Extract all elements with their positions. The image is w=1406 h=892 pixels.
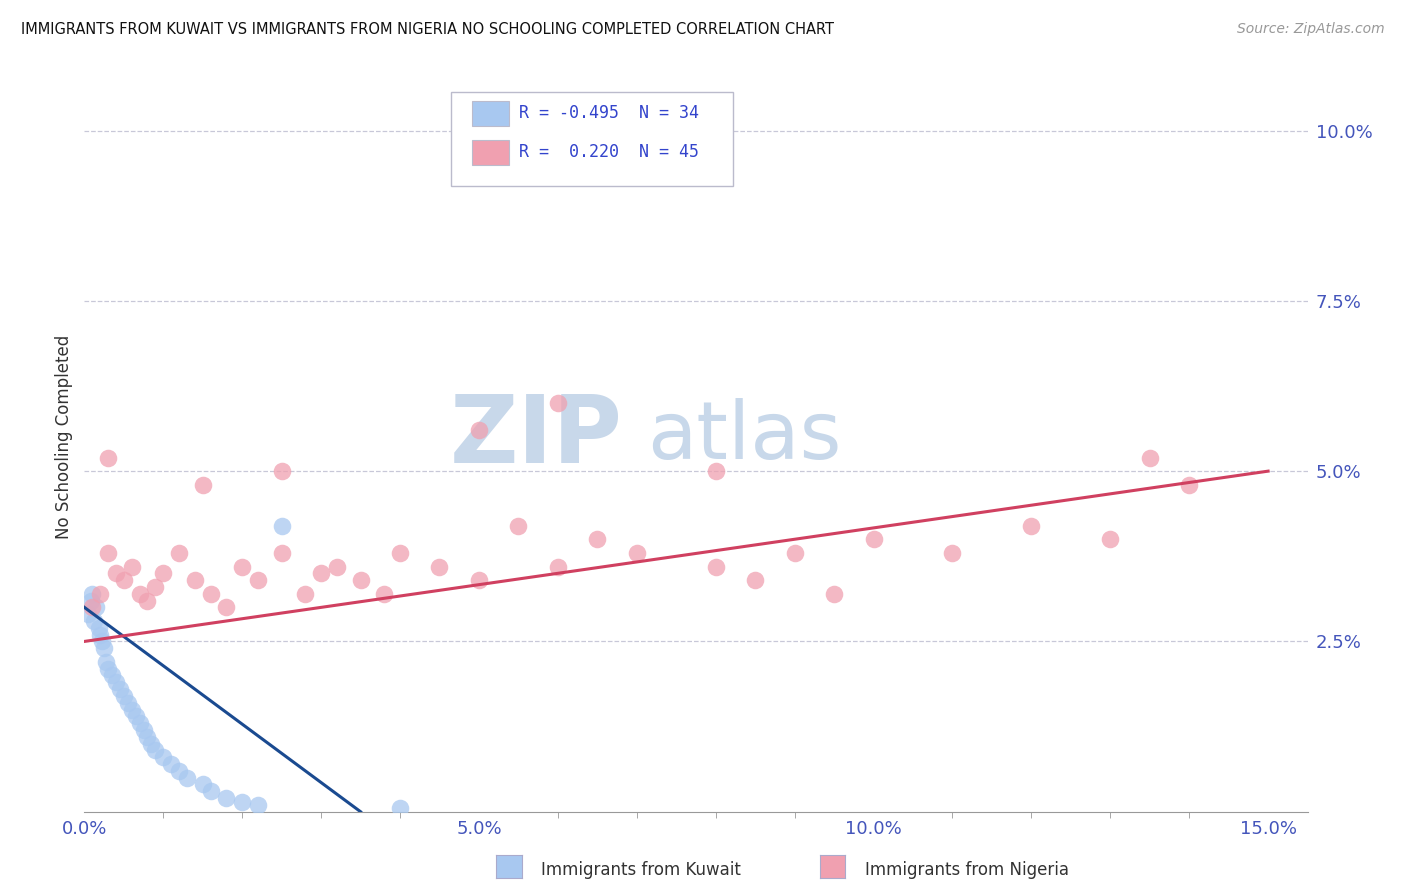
Point	[112, 689, 135, 703]
Point	[823, 587, 845, 601]
Point	[294, 587, 316, 601]
Point	[270, 546, 292, 560]
Point	[200, 784, 222, 798]
Point	[191, 477, 214, 491]
Point	[626, 546, 648, 560]
Point	[145, 743, 167, 757]
Point	[862, 533, 884, 547]
Point	[167, 764, 190, 778]
Point	[231, 559, 253, 574]
Point	[1178, 477, 1201, 491]
Point	[704, 464, 727, 478]
Point	[200, 587, 222, 601]
Text: R =  0.220  N = 45: R = 0.220 N = 45	[519, 144, 699, 161]
Point	[141, 737, 163, 751]
Point	[97, 662, 120, 676]
Point	[101, 668, 124, 682]
Point	[389, 546, 412, 560]
FancyBboxPatch shape	[451, 93, 733, 186]
Point	[117, 696, 139, 710]
Point	[1139, 450, 1161, 465]
Point	[145, 580, 167, 594]
Point	[89, 627, 111, 641]
Bar	[472, 140, 509, 165]
Text: IMMIGRANTS FROM KUWAIT VS IMMIGRANTS FROM NIGERIA NO SCHOOLING COMPLETED CORRELA: IMMIGRANTS FROM KUWAIT VS IMMIGRANTS FRO…	[21, 22, 834, 37]
Point	[744, 573, 766, 587]
Text: R = -0.495  N = 34: R = -0.495 N = 34	[519, 104, 699, 122]
Point	[1021, 518, 1043, 533]
Text: Immigrants from Nigeria: Immigrants from Nigeria	[865, 861, 1069, 879]
Point	[586, 533, 609, 547]
Text: ZIP: ZIP	[450, 391, 623, 483]
Point	[1099, 533, 1122, 547]
Point	[783, 546, 806, 560]
Point	[547, 396, 569, 410]
Point	[246, 573, 269, 587]
Point	[84, 600, 107, 615]
Point	[77, 607, 100, 622]
Point	[128, 587, 150, 601]
Point	[349, 573, 371, 587]
Point	[108, 682, 131, 697]
Point	[82, 600, 104, 615]
Point	[93, 641, 115, 656]
Point	[104, 675, 127, 690]
Point	[136, 730, 159, 744]
Point	[184, 573, 207, 587]
Point	[87, 621, 110, 635]
Point	[152, 566, 174, 581]
Point	[389, 801, 412, 815]
Point	[508, 518, 530, 533]
Point	[429, 559, 451, 574]
Point	[121, 559, 143, 574]
Point	[215, 791, 238, 805]
Point	[160, 757, 183, 772]
Point	[96, 655, 118, 669]
Point	[90, 634, 112, 648]
Text: Source: ZipAtlas.com: Source: ZipAtlas.com	[1237, 22, 1385, 37]
Text: Immigrants from Kuwait: Immigrants from Kuwait	[541, 861, 741, 879]
Point	[270, 518, 292, 533]
Point	[97, 450, 120, 465]
Point	[82, 587, 104, 601]
Point	[79, 593, 101, 607]
Point	[326, 559, 349, 574]
Point	[89, 587, 111, 601]
Point	[136, 593, 159, 607]
Point	[112, 573, 135, 587]
Point	[176, 771, 198, 785]
Point	[83, 614, 105, 628]
Point	[128, 716, 150, 731]
Point	[191, 777, 214, 791]
Point	[270, 464, 292, 478]
Bar	[472, 101, 509, 126]
Point	[104, 566, 127, 581]
Point	[97, 546, 120, 560]
Point	[132, 723, 155, 737]
Point	[309, 566, 332, 581]
Point	[246, 797, 269, 812]
Point	[547, 559, 569, 574]
Y-axis label: No Schooling Completed: No Schooling Completed	[55, 335, 73, 539]
Point	[468, 573, 491, 587]
Point	[231, 795, 253, 809]
Point	[121, 702, 143, 716]
Point	[152, 750, 174, 764]
Point	[468, 423, 491, 437]
Point	[215, 600, 238, 615]
Text: atlas: atlas	[647, 398, 841, 476]
Point	[941, 546, 963, 560]
Point	[373, 587, 395, 601]
Point	[124, 709, 146, 723]
Point	[167, 546, 190, 560]
Point	[704, 559, 727, 574]
